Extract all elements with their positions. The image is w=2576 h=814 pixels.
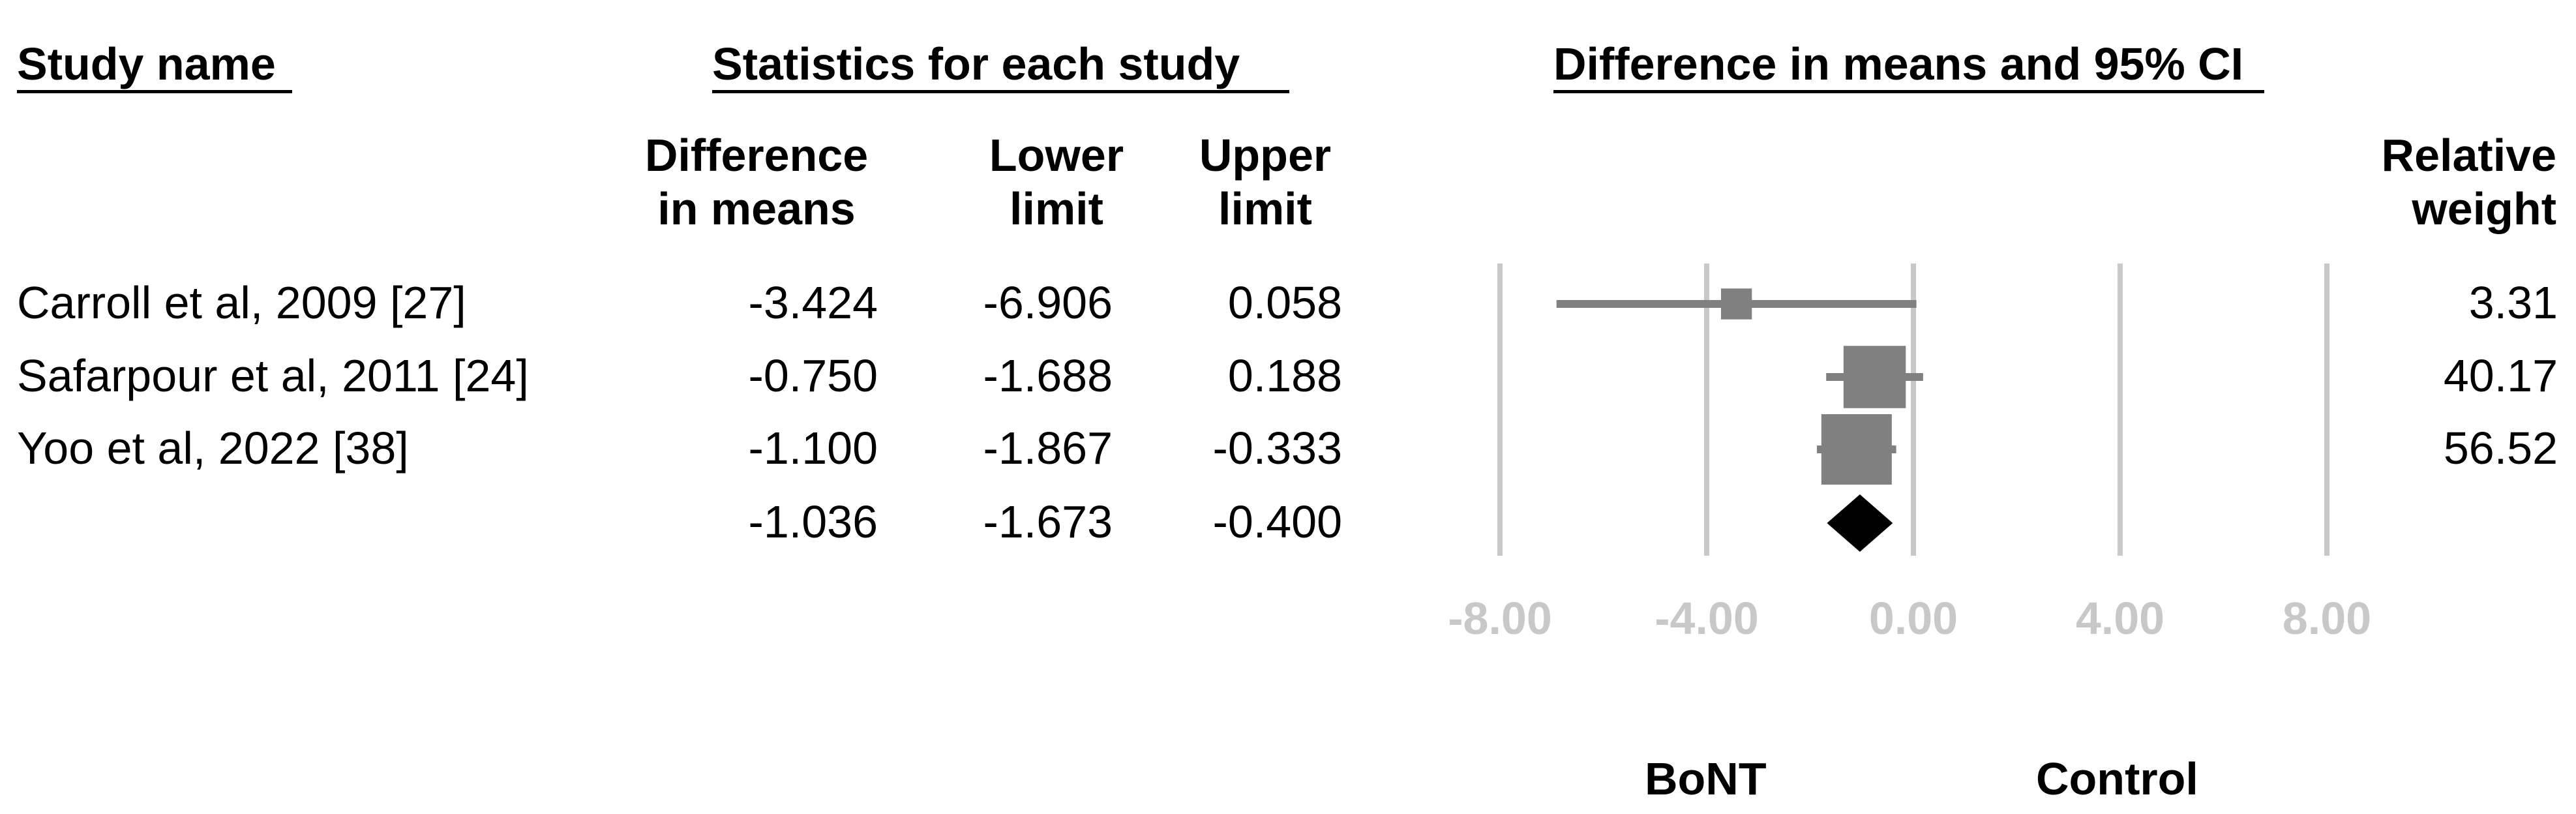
study-name-2: Safarpour et al, 2011 [24] (17, 350, 529, 401)
weight-value-3: 56.52 (2443, 423, 2558, 474)
study-name-3: Yoo et al, 2022 [38] (17, 423, 409, 474)
diff-value-3: -1.100 (748, 423, 878, 474)
lower-col-header-line2: limit (1010, 183, 1103, 234)
diff-col-header-line2: in means (657, 183, 856, 234)
pooled-diamond (1827, 494, 1893, 552)
lower-value-1: -6.906 (983, 277, 1113, 328)
diff-value-1: -3.424 (748, 277, 878, 328)
weight-col-header-line2: weight (2412, 183, 2556, 234)
pooled-lower-value: -1.673 (983, 496, 1113, 547)
upper-value-1: 0.058 (1227, 277, 1342, 328)
lower-col-header: Lower limit (926, 128, 1187, 235)
tick-label: 4.00 (2076, 593, 2164, 644)
upper-col-header: Upper limit (1135, 128, 1396, 235)
statistics-underline (712, 90, 1289, 93)
upper-col-header-line1: Upper (1199, 130, 1332, 181)
effect-marker (1720, 288, 1752, 320)
weight-value-2: 40.17 (2443, 350, 2558, 401)
favours-right-label: Control (2036, 753, 2198, 804)
upper-value-3: -0.333 (1212, 423, 1342, 474)
study-name-header: Study name (17, 38, 276, 89)
upper-col-header-line2: limit (1218, 183, 1312, 234)
diff-col-header: Difference in means (626, 128, 887, 235)
tick-label: -8.00 (1448, 593, 1552, 644)
plot-underline (1553, 90, 2264, 93)
weight-value-1: 3.31 (2468, 277, 2558, 328)
tick-label: 8.00 (2283, 593, 2371, 644)
diff-value-2: -0.750 (748, 350, 878, 401)
lower-value-3: -1.867 (983, 423, 1113, 474)
upper-value-2: 0.188 (1227, 350, 1342, 401)
effect-marker (1843, 346, 1906, 408)
study-name-underline (17, 90, 292, 93)
tick-label: -4.00 (1655, 593, 1759, 644)
lower-col-header-line1: Lower (989, 130, 1124, 181)
effect-marker (1821, 414, 1892, 485)
pooled-diff-value: -1.036 (748, 496, 878, 547)
lower-value-2: -1.688 (983, 350, 1113, 401)
statistics-header: Statistics for each study (712, 38, 1240, 89)
pooled-upper-value: -0.400 (1212, 496, 1342, 547)
weight-col-header-line1: Relative (2381, 130, 2556, 181)
study-name-1: Carroll et al, 2009 [27] (17, 277, 466, 328)
diff-col-header-line1: Difference (644, 130, 869, 181)
tick-label: 0.00 (1869, 593, 1958, 644)
plot-header: Difference in means and 95% CI (1553, 38, 2244, 89)
weight-col-header: Relative weight (2328, 128, 2556, 235)
favours-left-label: BoNT (1645, 753, 1767, 804)
